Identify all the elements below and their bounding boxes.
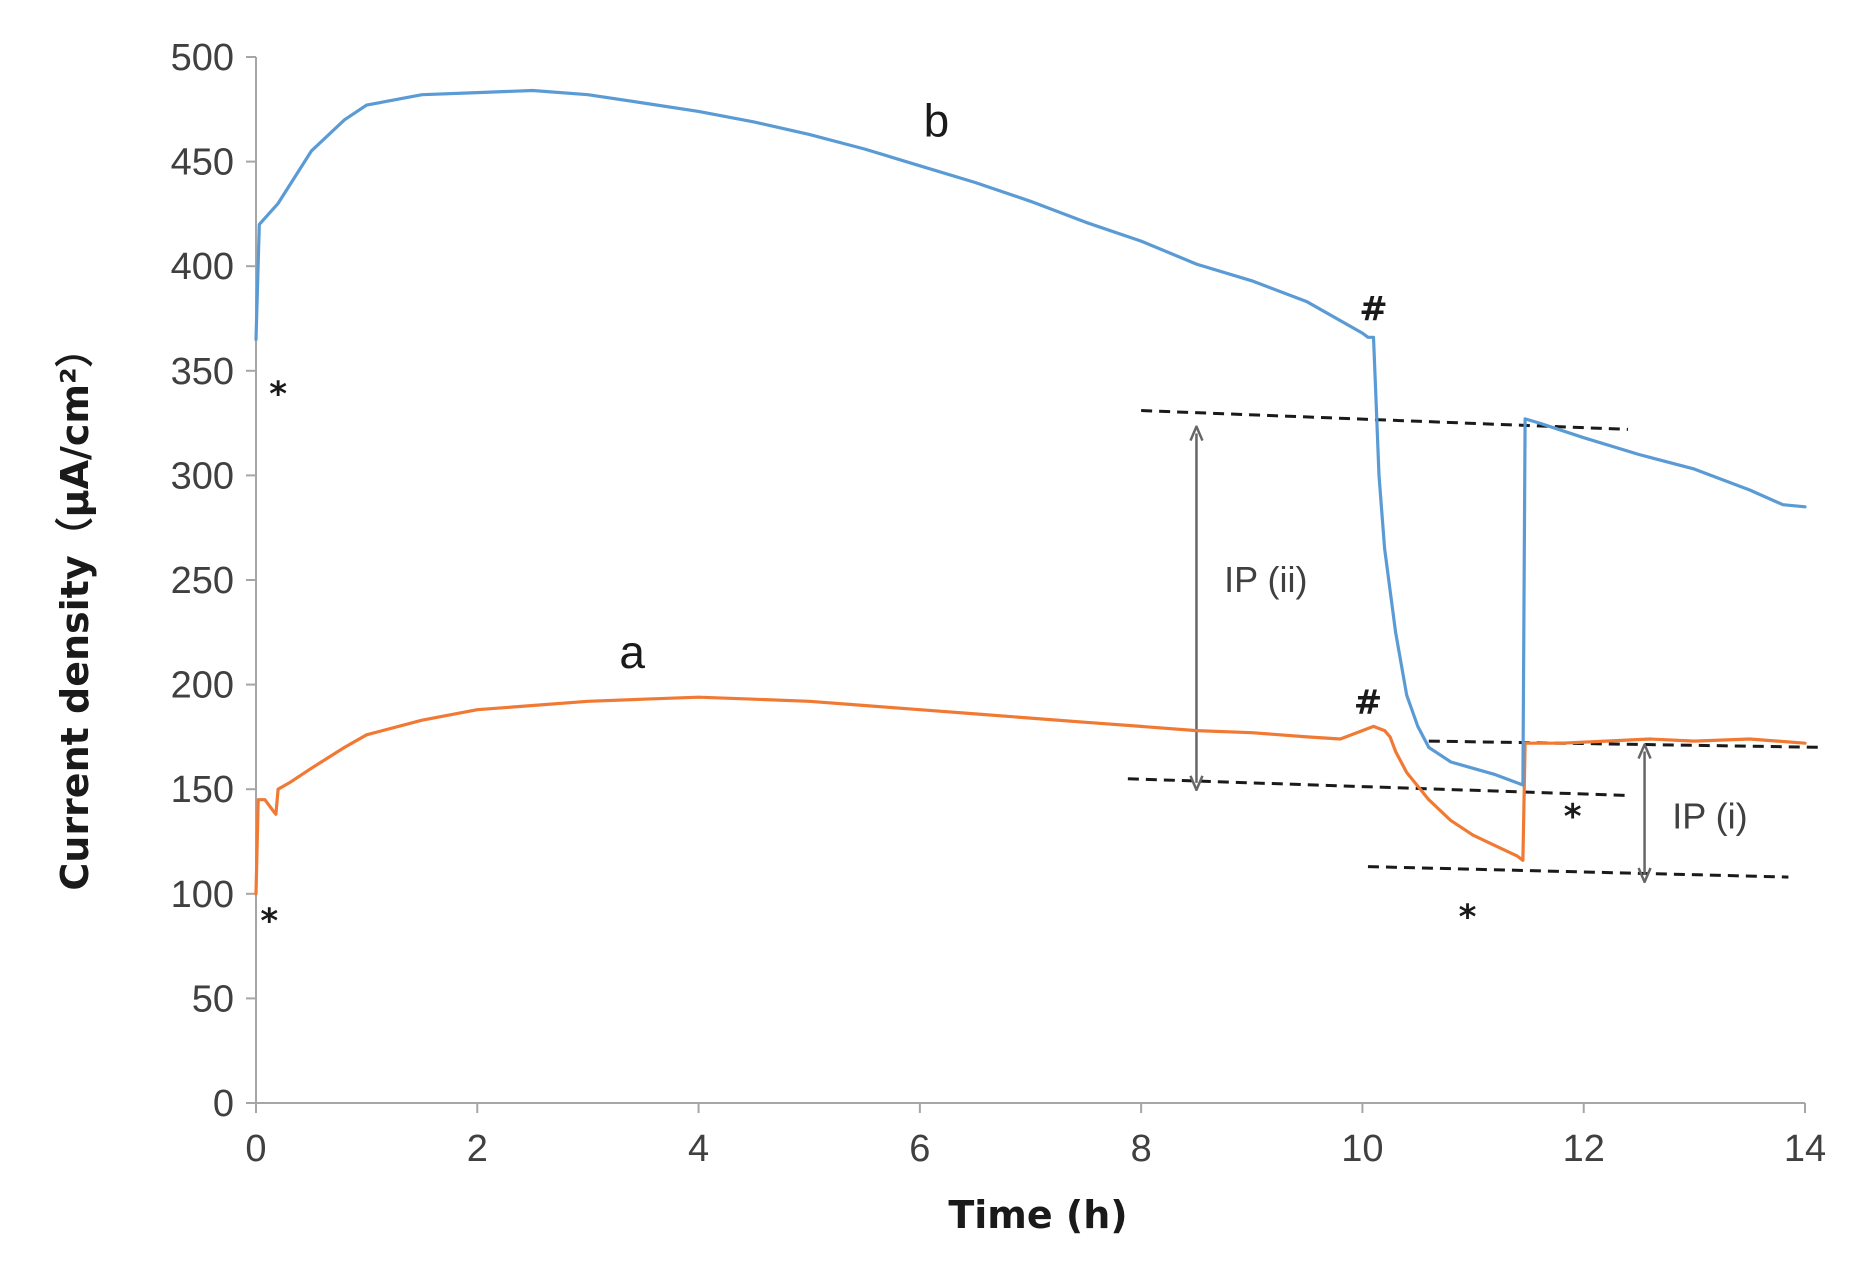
y-tick-label: 100	[171, 874, 234, 916]
ip-label: IP (i)	[1672, 795, 1747, 836]
x-tick-label: 8	[1131, 1128, 1152, 1170]
y-tick-label: 300	[171, 455, 234, 497]
series-line-a	[254, 695, 1807, 896]
x-tick-label: 6	[909, 1128, 930, 1170]
y-tick-label: 500	[171, 37, 234, 79]
axes-layer: 0 50 100 150 200 250 300 350 400 450 500 0 2 4 6 8 10 12 1…	[171, 37, 1827, 1170]
hash-mark: #	[1354, 683, 1383, 723]
y-tick-label: 450	[171, 142, 234, 184]
asterisk-mark: *	[260, 902, 278, 942]
x-tick-label: 2	[467, 1128, 488, 1170]
asterisk-mark: *	[1459, 898, 1477, 938]
y-tick-label: 250	[171, 560, 234, 602]
ip-label: IP (ii)	[1224, 559, 1307, 600]
x-tick-label: 0	[245, 1128, 266, 1170]
y-tick-label: 400	[171, 246, 234, 288]
y-axis-title: Current density（μA/cm²）	[53, 329, 97, 890]
x-tick-label: 4	[688, 1128, 709, 1170]
series-layer	[254, 88, 1807, 896]
asterisk-mark: *	[269, 375, 287, 415]
y-tick-label: 200	[171, 665, 234, 707]
dashed-reference-line	[1127, 777, 1629, 797]
series-label-a: a	[619, 626, 645, 678]
series-line-b	[254, 88, 1807, 787]
asterisk-mark: *	[1564, 797, 1582, 837]
x-tick-label: 14	[1784, 1128, 1826, 1170]
dashed-reference-line	[1428, 739, 1822, 749]
x-tick-label: 12	[1563, 1128, 1605, 1170]
x-axis-title: Time (h)	[948, 1193, 1127, 1237]
series-label-b: b	[924, 94, 950, 146]
y-tick-label: 50	[192, 978, 234, 1020]
y-tick-label: 350	[171, 351, 234, 393]
annotation-layer: IP (ii) IP (i)	[1127, 409, 1822, 879]
labels-layer: a b * * # # * *	[260, 94, 1581, 941]
dashed-reference-line	[1367, 865, 1789, 879]
y-tick-label: 150	[171, 769, 234, 811]
x-tick-label: 10	[1341, 1128, 1383, 1170]
y-tick-label: 0	[213, 1083, 234, 1125]
hash-mark: #	[1359, 290, 1388, 330]
